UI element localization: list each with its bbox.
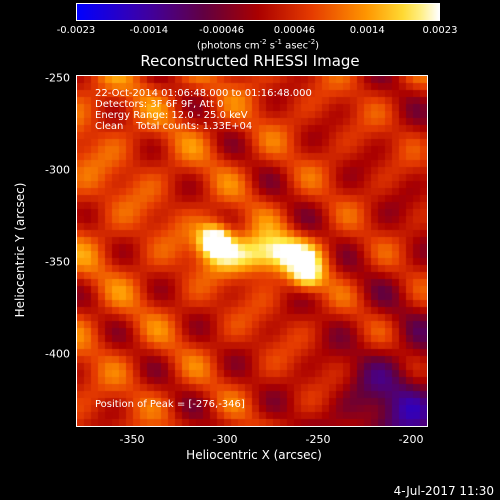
colorbar bbox=[76, 3, 440, 21]
y-tick-label: -300 bbox=[45, 163, 70, 177]
plot-title: Reconstructed RHESSI Image bbox=[140, 52, 360, 70]
x-tick-label: -250 bbox=[305, 433, 331, 446]
colorbar-tick-label: -0.0023 bbox=[56, 25, 96, 36]
colorbar-tick-label: -0.00046 bbox=[199, 25, 245, 36]
x-tick-label: -350 bbox=[119, 433, 145, 446]
plot-timestamp: 4-Jul-2017 11:30 bbox=[393, 484, 494, 498]
colorbar-tick-label: 0.0014 bbox=[349, 25, 385, 36]
info-energy-range: Energy Range: 12.0 - 25.0 keV bbox=[95, 110, 248, 121]
y-axis-label: Heliocentric Y (arcsec) bbox=[13, 182, 27, 318]
plot-area: 22-Oct-2014 01:06:48.000 to 01:16:48.000… bbox=[76, 75, 428, 427]
y-tick-label: -250 bbox=[45, 71, 70, 85]
colorbar-tick-label: 0.0023 bbox=[422, 25, 458, 36]
x-axis-label: Heliocentric X (arcsec) bbox=[186, 448, 322, 462]
info-time-range: 22-Oct-2014 01:06:48.000 to 01:16:48.000 bbox=[95, 88, 312, 99]
colorbar-tick-label: 0.00046 bbox=[273, 25, 316, 36]
x-tick-label: -200 bbox=[398, 433, 424, 446]
colorbar-tick-label: -0.0014 bbox=[129, 25, 169, 36]
y-tick-label: -350 bbox=[45, 255, 70, 269]
y-tick-label: -400 bbox=[45, 347, 70, 361]
info-peak-position: Position of Peak = [-276,-346] bbox=[95, 399, 245, 410]
colorbar-units: (photons cm-2 s-1 asec-2) bbox=[196, 38, 320, 52]
heatmap-image bbox=[77, 76, 427, 426]
x-tick-label: -300 bbox=[212, 433, 238, 446]
info-clean-counts: Clean Total counts: 1.33E+04 bbox=[95, 121, 253, 132]
info-detectors: Detectors: 3F 6F 9F, Att 0 bbox=[95, 99, 224, 110]
